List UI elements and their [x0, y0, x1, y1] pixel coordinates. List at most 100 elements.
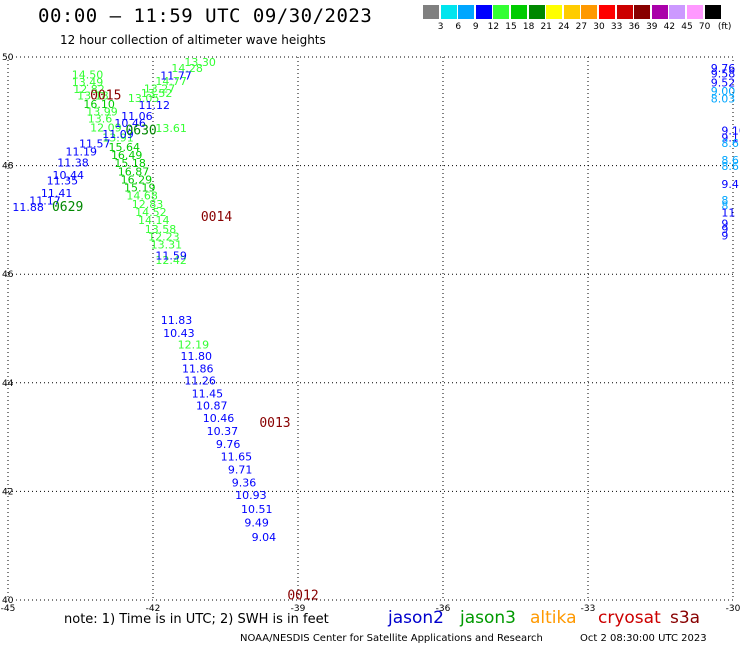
- swh-point-label: 16.10: [83, 98, 115, 111]
- swh-point-label: 9: [721, 229, 728, 242]
- mission-cryosat: cryosat: [598, 608, 661, 628]
- generated-timestamp: Oct 2 08:30:00 UTC 2023: [580, 633, 707, 644]
- swh-point-label: 9.76: [711, 62, 736, 75]
- time-label: 0015: [90, 88, 121, 103]
- swh-point-label: 11.59: [155, 250, 187, 263]
- swh-point-label: 9.49: [244, 517, 269, 530]
- swh-point-label: 13.27: [144, 82, 176, 95]
- swh-point-label: 11.19: [66, 145, 98, 158]
- swh-point-label: 9: [721, 223, 728, 236]
- color-scale-label: 30: [593, 22, 605, 32]
- color-scale-label: 36: [628, 22, 640, 32]
- swh-point-label: 11.17: [29, 195, 61, 208]
- y-tick-label: 42: [2, 487, 13, 497]
- swh-point-label: 9.36: [232, 477, 256, 490]
- swh-point-label: 11.38: [57, 157, 89, 170]
- swh-point-label: 10.51: [241, 503, 273, 516]
- y-tick-label: 50: [2, 53, 14, 63]
- color-swatch: [546, 5, 563, 19]
- swh-point-label: 16.87: [118, 165, 150, 178]
- swh-point-label: 9.71: [228, 463, 253, 476]
- color-swatch: [616, 5, 633, 19]
- swh-point-label: 14.68: [126, 189, 157, 202]
- x-tick-label: -30: [726, 604, 740, 614]
- swh-point-label: 11.09: [102, 128, 134, 141]
- swh-point-label: 9: [721, 218, 728, 231]
- swh-point-label: 8.03: [711, 93, 736, 106]
- color-scale-label: 12: [487, 22, 500, 32]
- swh-point-label: 10.46: [114, 117, 146, 130]
- page-subtitle: 12 hour collection of altimeter wave hei…: [60, 33, 326, 47]
- time-label: 0014: [201, 210, 232, 225]
- swh-point-label: 15.18: [114, 157, 146, 170]
- color-scale-label: 6: [455, 22, 462, 32]
- swh-point-label: 13.61: [155, 122, 187, 135]
- mission-altika: altika: [530, 608, 577, 628]
- swh-point-label: 11.80: [181, 350, 213, 363]
- swh-point-label: 14.50: [72, 69, 104, 82]
- y-tick-label: 46: [2, 270, 14, 280]
- swh-point-label: 11.86: [182, 362, 214, 375]
- swh-point-label: 12.83: [132, 198, 164, 211]
- swh-point-label: 13.49: [72, 76, 104, 89]
- swh-point-label: 10.87: [196, 399, 228, 412]
- swh-point-label: 12.23: [148, 231, 180, 244]
- swh-point-label: 11.12: [139, 99, 171, 112]
- swh-point-label: 10.46: [203, 412, 235, 425]
- color-scale-label: 39: [646, 22, 658, 32]
- color-scale-label: 9: [472, 22, 479, 32]
- color-scale-label: 3: [437, 22, 444, 32]
- page-title: 00:00 – 11:59 UTC 09/30/2023: [38, 5, 373, 27]
- swh-point-label: 9.52: [711, 76, 736, 89]
- y-tick-label: 40: [2, 596, 14, 606]
- swh-point-label: 13.18: [77, 89, 109, 102]
- swh-point-label: 13.6: [88, 113, 113, 126]
- mission-jason3: jason3: [460, 608, 516, 628]
- time-label: 0013: [259, 416, 290, 431]
- swh-point-label: 8.6: [721, 154, 739, 167]
- swh-point-label: 13.31: [151, 239, 183, 252]
- color-scale-label: 42: [663, 22, 676, 32]
- color-scale-label: 15: [505, 22, 517, 32]
- swh-point-label: 11.83: [161, 314, 193, 327]
- swh-point-label: 9.76: [216, 438, 241, 451]
- swh-point-label: 8: [721, 194, 728, 207]
- color-scale-label: 18: [522, 22, 535, 32]
- swh-point-label: 9.1: [721, 132, 739, 145]
- time-label: 0630: [125, 124, 156, 139]
- swh-point-label: 11.26: [184, 374, 216, 387]
- swh-point-label: 10.44: [52, 169, 84, 182]
- x-tick-label: -45: [1, 604, 16, 614]
- time-label: 0012: [287, 588, 318, 603]
- color-scale-label: 24: [558, 22, 570, 32]
- swh-point-label: 14.77: [155, 75, 187, 88]
- swh-point-label: 13.52: [141, 87, 173, 100]
- swh-point-label: 14.14: [138, 214, 170, 227]
- swh-point-label: 11.57: [79, 138, 111, 151]
- swh-point-label: 10.43: [163, 327, 195, 340]
- color-scale-label: 27: [575, 22, 588, 32]
- color-swatch: [440, 5, 457, 19]
- swh-point-label: 13.05: [128, 92, 160, 105]
- plot-frame: [7, 56, 734, 601]
- x-tick-label: -39: [291, 604, 306, 614]
- x-tick-label: -42: [146, 604, 161, 614]
- swh-point-label: 11: [721, 207, 735, 220]
- color-swatch: [528, 5, 545, 19]
- swh-point-label: 15.19: [124, 182, 156, 195]
- swh-point-label: 11.77: [160, 69, 192, 82]
- swh-point-label: 12.19: [178, 339, 210, 352]
- swh-point-label: 9.10: [721, 125, 740, 138]
- swh-point-label: 11.65: [221, 450, 253, 463]
- footer-note: note: 1) Time is in UTC; 2) SWH is in fe…: [64, 612, 329, 627]
- swh-point-label: 11.35: [47, 175, 79, 188]
- x-tick-label: -36: [436, 604, 451, 614]
- color-scale-label: 33: [610, 22, 623, 32]
- swh-point-label: 11.41: [41, 187, 73, 200]
- swh-point-label: 12.09: [90, 121, 122, 134]
- swh-point-label: 14.28: [171, 62, 203, 75]
- swh-point-label: 13.30: [184, 56, 216, 69]
- swh-point-label: 9.58: [711, 68, 736, 81]
- color-swatch: [599, 5, 615, 19]
